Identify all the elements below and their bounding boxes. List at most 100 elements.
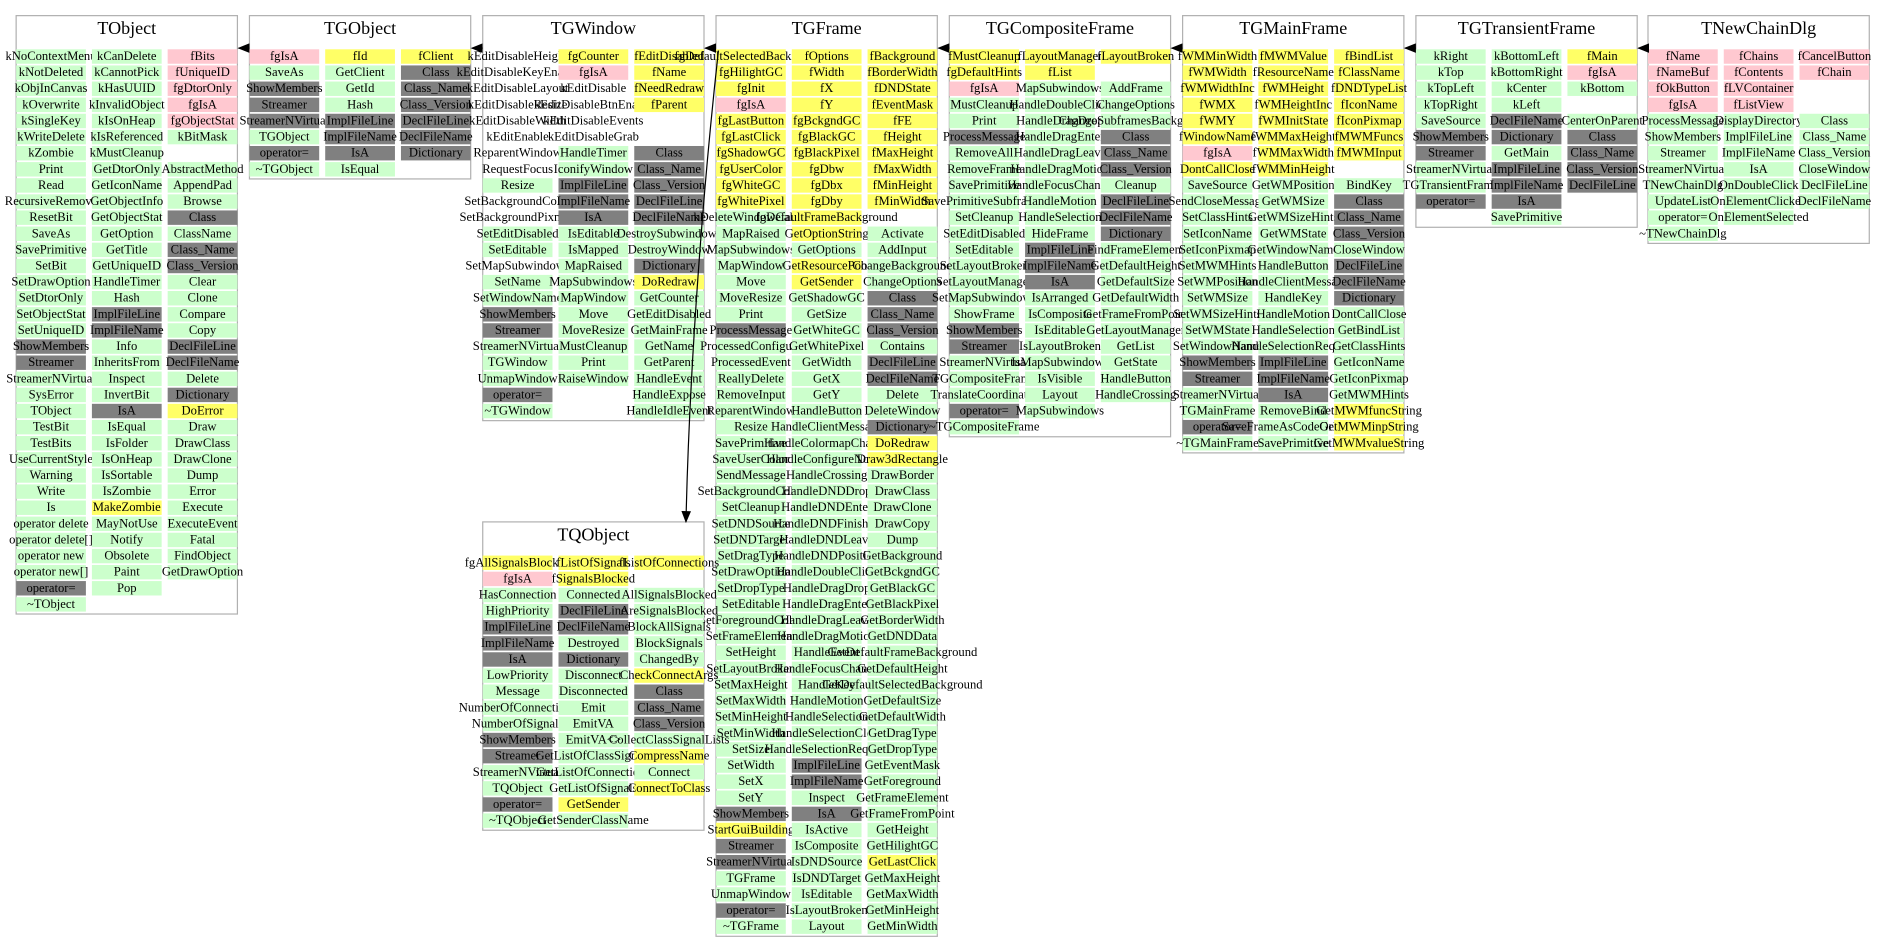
member-cell [325,145,395,161]
member-cell [1182,113,1253,129]
member-label: IsA [1750,162,1769,176]
member-cell [482,571,553,587]
member-label: ImplFileLine [484,620,551,634]
member-cell [1334,291,1404,306]
member-cell [325,65,395,80]
member-label: SetIconName [1183,226,1252,240]
member-label: SetCleanup [955,210,1013,224]
member-cell [867,113,938,129]
member-cell [716,419,786,435]
member-label: fId [353,49,368,63]
member-cell [91,307,162,322]
member-cell [716,307,786,322]
member-label: Contains [880,339,925,353]
member-cell [716,452,786,467]
member-label: Class_Name [637,162,701,176]
member-cell [1799,129,1870,145]
member-label: TestBits [30,436,71,450]
member-cell [1491,65,1562,80]
member-cell [482,781,553,796]
member-label: MoveResize [562,323,625,337]
member-cell [1799,162,1870,177]
member-label: GetUniqueID [92,258,161,272]
member-cell [1334,387,1404,403]
member-label: SaveAs [265,65,304,79]
member-label: GetOption [100,226,154,240]
member-label: HandleTimer [560,146,628,160]
member-label: GetWMSizeHints [1248,210,1338,224]
member-cell [791,855,862,870]
member-label: MustCleanup [950,97,1018,111]
member-label: SetDragType [718,549,785,563]
member-label: SetDrawOption [711,565,791,579]
member-cell [634,732,705,748]
member-label: SetMinHeight [715,710,787,724]
member-label: fgLastClick [721,130,781,144]
member-cell [482,307,553,322]
member-label: ShowMembers [713,806,789,820]
member-label: NumberOfConnections [459,700,577,714]
member-cell [1723,145,1794,161]
member-label: IsA [1517,194,1536,208]
member-label: DeclFileName [557,620,631,634]
member-cell [16,65,86,80]
member-label: HandleKey [798,677,856,691]
member-label: fWMMinHeight [1252,162,1335,176]
member-cell [867,838,938,854]
member-label: GetHilightGC [867,839,938,853]
member-label: SetName [494,275,541,289]
member-label: Class_Name [637,700,701,714]
member-cell [167,162,238,177]
member-cell [167,355,238,370]
member-cell [791,162,862,177]
member-cell [1723,49,1794,64]
member-label: HandleConfigureNotify [766,452,887,466]
member-cell [482,603,553,619]
member-label: Cleanup [1115,178,1157,192]
member-label: fgCounter [568,49,620,63]
member-label: fResourceName [1253,65,1335,79]
member-label: Class [889,291,916,305]
member-label: DeclFileLine [1102,194,1169,208]
member-label: GetBlackGC [870,581,935,595]
member-label: Streamer [728,839,774,853]
member-label: UseCurrentStyle [9,452,93,466]
member-cell [16,516,86,532]
member-cell [558,274,629,290]
member-label: OnDoubleClick [1719,178,1800,192]
member-label: fChain [1817,65,1852,79]
member-label: MakeZombie [93,500,161,514]
member-label: IsA [351,146,370,160]
member-cell [558,620,629,635]
member-cell [1567,65,1638,80]
member-label: StreamerNVirtual [473,339,563,353]
member-cell [867,693,938,709]
class-title: TQObject [557,524,629,544]
member-label: fgIsA [1588,65,1618,79]
member-cell [716,500,786,515]
member-cell [482,652,553,667]
member-cell [1182,323,1253,338]
member-cell [634,652,705,667]
member-cell [325,49,395,64]
member-cell [1100,162,1171,177]
member-cell [558,49,629,64]
member-label: fgInit [737,81,766,95]
member-cell [1567,129,1638,145]
member-cell [1182,403,1253,419]
member-cell [1025,81,1095,96]
member-cell [1182,178,1253,193]
member-label: IsFolder [106,436,149,450]
member-label: Draw [189,420,218,434]
member-label: DeclFileLine [1801,178,1868,192]
member-label: ImplFileName [1722,146,1796,160]
member-cell [791,226,862,241]
member-label: Class_Version [633,716,706,730]
member-label: Layout [809,919,845,933]
member-cell [949,403,1020,419]
member-label: Streamer [495,749,541,763]
member-cell [1182,242,1253,258]
member-label: ProcessMessage [943,130,1026,144]
member-label: SetBackgroundPixmap [459,210,575,224]
member-cell [400,145,471,161]
